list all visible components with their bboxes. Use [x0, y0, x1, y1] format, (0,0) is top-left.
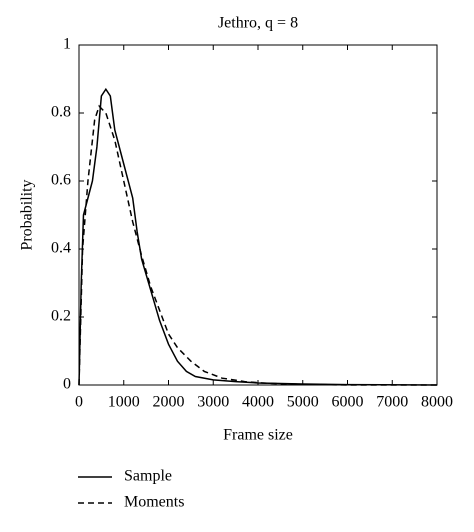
legend-label: Sample: [124, 468, 172, 485]
y-tick-label: 0.8: [51, 104, 71, 121]
chart-title: Jethro, q = 8: [218, 15, 298, 32]
y-tick-label: 1: [63, 36, 71, 53]
x-tick-label: 2000: [153, 394, 185, 411]
x-tick-label: 7000: [376, 394, 408, 411]
y-tick-label: 0.6: [51, 172, 71, 189]
plot-frame: [78, 44, 438, 386]
x-tick-label: 5000: [287, 394, 319, 411]
y-tick-label: 0.4: [51, 240, 71, 257]
y-axis-label: Probability: [19, 179, 36, 250]
y-tick-label: 0: [63, 376, 71, 393]
legend-label: Moments: [124, 494, 184, 511]
line-series: [78, 104, 437, 386]
x-tick-label: 4000: [242, 394, 274, 411]
x-tick-label: 3000: [197, 394, 229, 411]
x-tick-label: 6000: [332, 394, 364, 411]
x-axis-label: Frame size: [223, 427, 293, 444]
y-tick-label: 0.2: [51, 308, 71, 325]
x-tick-label: 1000: [108, 394, 140, 411]
x-tick-label: 8000: [421, 394, 453, 411]
line-series: [78, 87, 438, 386]
x-tick-label: 0: [75, 394, 83, 411]
